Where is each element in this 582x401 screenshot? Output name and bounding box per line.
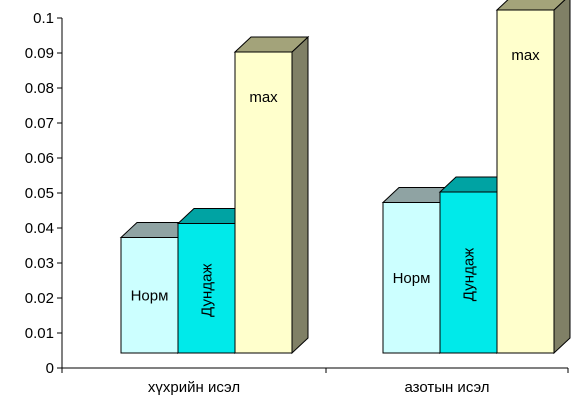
y-tick-label: 0.02: [25, 290, 54, 307]
bar: [120, 237, 179, 354]
bar-data-label: Норм: [131, 287, 169, 304]
chart-axes: 0 0.01 0.02 0.03 0.04 0.05 0.06 0.07 0.08 0.09 0.1…: [25, 10, 569, 396]
y-tick-label: 0.07: [25, 115, 54, 132]
bar-data-label: Дундаж: [199, 264, 216, 317]
bar: [234, 51, 293, 354]
y-tick-label: 0.01: [25, 325, 54, 342]
bar-data-label: Дундаж: [461, 248, 478, 301]
bar-data-label: max: [249, 89, 278, 106]
y-tick-label: 0.04: [25, 220, 54, 237]
bar-data-label: max: [511, 47, 540, 64]
bar-side-face: [553, 0, 571, 355]
y-tick-label: 0.03: [25, 255, 54, 272]
x-category-label: азотын исэл: [404, 379, 489, 396]
bar: [177, 223, 236, 354]
y-tick-label: 0: [46, 360, 54, 377]
chart-labels: Норм Дундаж max Норм Дундаж max: [131, 47, 541, 317]
bar: [439, 191, 498, 354]
y-tick-label: 0.06: [25, 150, 54, 167]
y-tick-label: 0.08: [25, 80, 54, 97]
bar-data-label: Норм: [393, 270, 431, 287]
bar-side-face: [291, 35, 309, 355]
x-category-label: хүхрийн исэл: [148, 379, 240, 396]
bar: [382, 202, 441, 354]
bar: [496, 9, 555, 354]
y-tick-label: 0.09: [25, 45, 54, 62]
chart-bars: [119, 0, 571, 355]
y-tick-label: 0.05: [25, 185, 54, 202]
y-tick-label: 0.1: [33, 10, 54, 27]
